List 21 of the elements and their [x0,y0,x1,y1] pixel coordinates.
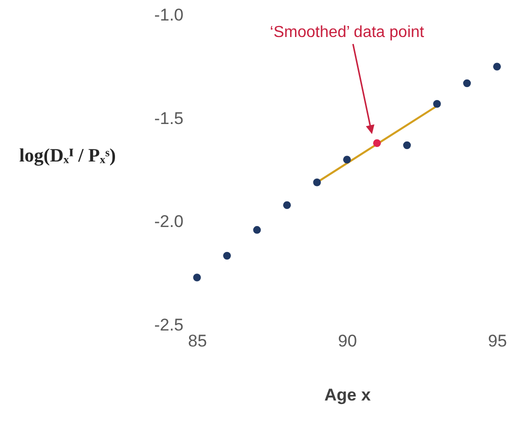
x-tick-label: 95 [488,332,507,350]
y-tick-label: -2.5 [154,316,184,334]
point [193,274,201,282]
point [463,79,471,88]
point [253,226,261,234]
point [283,201,291,209]
point [313,178,321,186]
x-axis-title: Age x [324,386,372,404]
point [343,156,351,164]
annotation: ‘Smoothed’ data point [270,24,425,41]
y-tick-label: -1.5 [154,108,184,128]
y-tick-label: -1.0 [154,6,184,24]
x-tick-label: 90 [338,332,357,350]
x-tick-label: 85 [188,332,207,350]
point [433,100,441,108]
y-tick-label: -2.0 [154,212,184,232]
y-axis-title: log(Dₓᴵ / Pₓˢ) [19,146,116,166]
point [223,252,231,260]
point [373,139,381,147]
point [493,62,501,71]
point [403,141,411,150]
